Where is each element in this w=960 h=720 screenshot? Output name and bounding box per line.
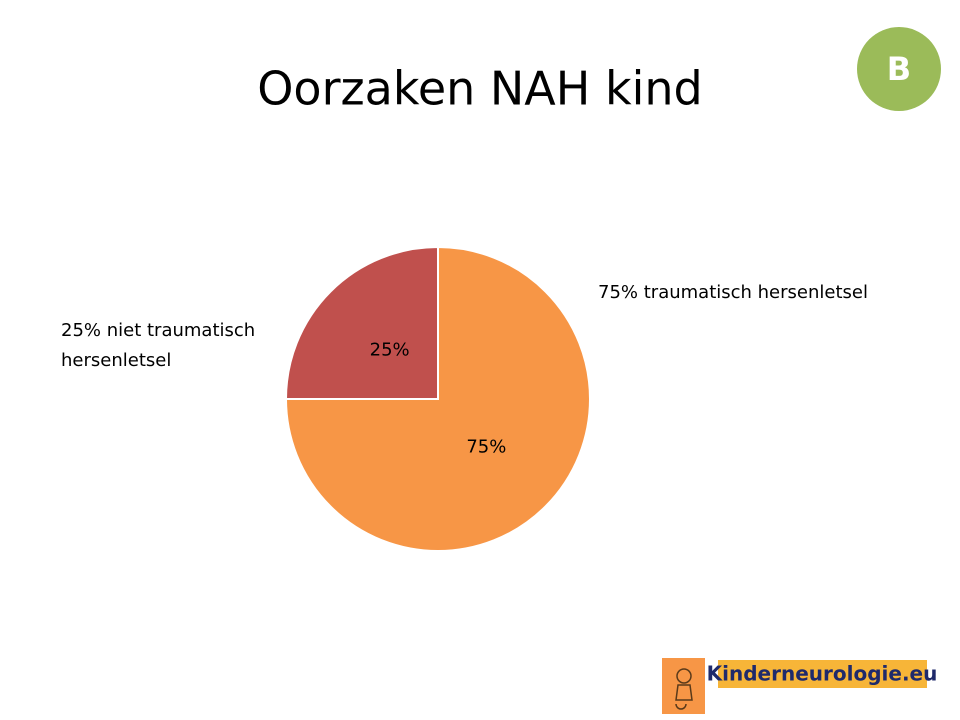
pie-slice [284, 245, 439, 400]
logo-banner [718, 660, 927, 688]
logo-icon-head [676, 668, 692, 684]
badge-circle [857, 27, 941, 111]
logo-icon [662, 658, 705, 714]
annotation: hersenletsel [61, 350, 171, 371]
chart-title: Oorzaken NAH kind [257, 62, 703, 116]
data-label: 25% [370, 340, 410, 361]
logo-text: Kinderneurologie.eu [707, 662, 938, 686]
annotation: 75% traumatisch hersenletsel [598, 282, 868, 303]
annotation: 25% niet traumatisch [61, 320, 255, 341]
badge-label: B [887, 50, 911, 88]
logo-icon-figure [675, 684, 693, 710]
pie-slice [284, 245, 591, 552]
logo: Kinderneurologie.eu [662, 658, 937, 714]
data-label: 75% [466, 436, 506, 457]
